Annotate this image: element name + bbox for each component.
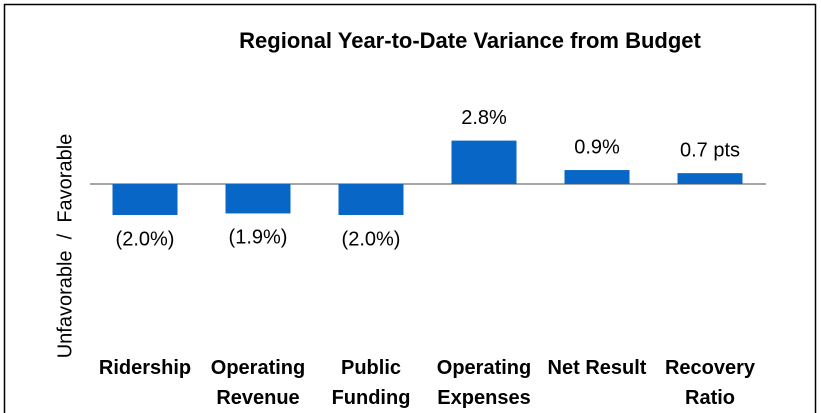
x-tick-label: Operating Revenue: [210, 357, 306, 409]
bar: [338, 184, 404, 215]
data-label: (2.0%): [116, 228, 175, 250]
data-label: (1.9%): [229, 227, 288, 249]
bar: [564, 170, 630, 184]
x-tick-label: Ridership: [98, 357, 192, 379]
data-label: (2.0%): [342, 228, 401, 250]
x-tick-label: Recovery Ratio: [664, 357, 756, 409]
frame: [3, 3, 817, 413]
data-label: 0.9%: [574, 136, 620, 158]
data-label: 0.7 pts: [680, 139, 740, 161]
bar: [451, 140, 517, 184]
data-label: 2.8%: [461, 107, 507, 129]
bar: [677, 173, 743, 184]
x-tick-label: Operating Expenses: [436, 357, 532, 409]
x-tick-label: Public Funding: [331, 357, 411, 409]
bar: [225, 184, 291, 214]
chart-title: Regional Year-to-Date Variance from Budg…: [239, 28, 701, 53]
bar: [112, 184, 178, 215]
x-tick-label: Net Result: [547, 357, 647, 379]
y-axis-label: Unfavorable / Favorable: [54, 134, 76, 359]
